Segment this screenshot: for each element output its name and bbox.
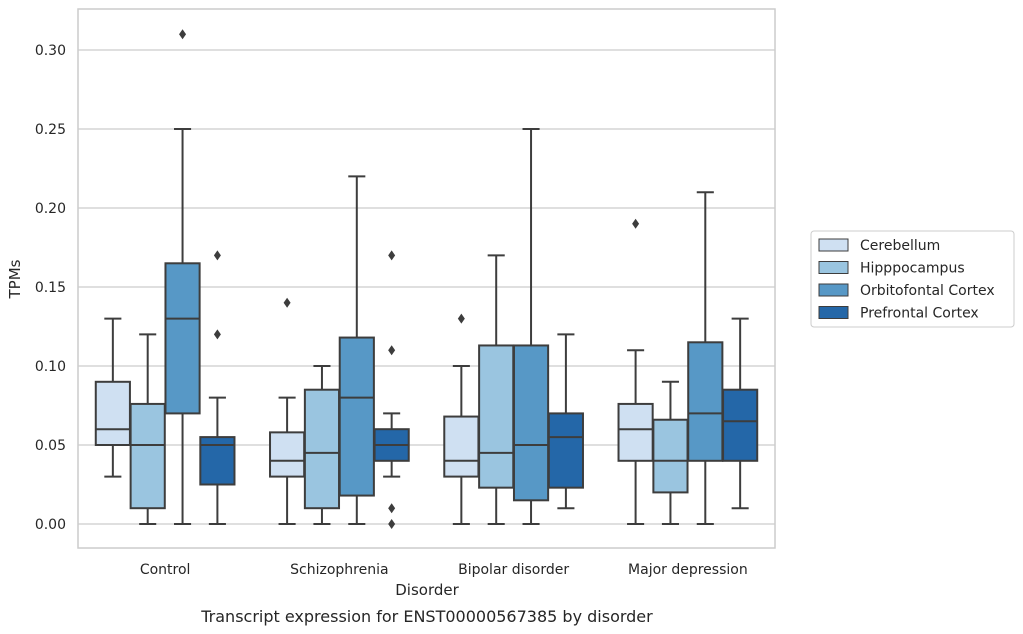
legend-frame [810,230,1015,328]
legend-swatch [818,238,849,252]
box-orbitofontal-cortex [338,175,375,525]
box-prefrontal-cortex [722,317,759,510]
plot-frame [77,8,776,549]
box-body [129,402,166,510]
x-tick-label: Schizophrenia [290,562,388,578]
outlier-point [213,329,221,340]
box-body [547,412,584,489]
y-tick-label: 0.25 [35,122,66,138]
box-orbitofontal-cortex [164,29,201,525]
y-tick-label: 0.20 [35,201,66,217]
outlier-point [457,313,465,324]
axes: 0.00 0.05 0.10 0.15 0.20 0.25 0.30 Control Schiz… [35,8,776,578]
legend-swatch [818,283,849,297]
box-hipppocampus [652,380,689,525]
box-body [94,380,131,446]
outlier-point [632,218,640,229]
box-prefrontal-cortex [373,250,410,529]
box-body [303,388,341,510]
x-tick-label: Bipolar disorder [458,562,569,578]
legend-swatch [818,306,849,319]
box-body [512,344,550,502]
legend-label: Hipppocampus [860,261,965,277]
box-cerebellum [443,313,480,525]
box-body [687,341,724,462]
legend-label: Prefrontal Cortex [860,306,979,322]
box-body [164,262,201,415]
outlier-point [179,29,187,40]
outlier-point [213,250,221,261]
box-prefrontal-cortex [199,250,236,525]
box-cerebellum [617,218,654,525]
y-tick-label: 0.15 [35,280,66,296]
box-hipppocampus [129,333,166,525]
box-body [617,402,654,462]
box-prefrontal-cortex [547,333,584,510]
chart-caption: Transcript expression for ENST0000056738… [200,607,653,626]
x-tick-label: Major depression [628,562,748,578]
y-axis-title: TPMs [6,259,24,299]
box-cerebellum [94,317,131,478]
y-tick-label: 0.30 [35,43,66,59]
legend-label: Orbitofontal Cortex [860,283,995,299]
outlier-point [283,297,291,308]
box-body [478,344,515,489]
box-body [443,415,480,478]
outlier-point [388,503,396,514]
outlier-point [388,519,396,529]
x-axis-title: Disorder [395,581,459,599]
y-tick-label: 0.00 [35,517,66,533]
box-orbitofontal-cortex [512,128,550,525]
box-hipppocampus [478,254,515,525]
box-body [338,336,375,497]
outlier-point [388,345,396,356]
box-cerebellum [269,297,306,525]
boxes [94,29,759,529]
legend-swatch [818,261,849,274]
legend-label: Cerebellum [860,238,940,254]
legend: Cerebellum Hipppocampus Orbitofontal Corte… [810,230,1015,328]
box-body [269,431,306,478]
box-body [722,388,759,462]
x-tick-label: Control [140,562,191,578]
y-tick-label: 0.10 [35,359,66,375]
box-orbitofontal-cortex [687,191,724,525]
box-body [652,418,689,494]
outlier-point [388,250,396,261]
y-tick-label: 0.05 [35,438,66,454]
box-hipppocampus [303,365,341,525]
